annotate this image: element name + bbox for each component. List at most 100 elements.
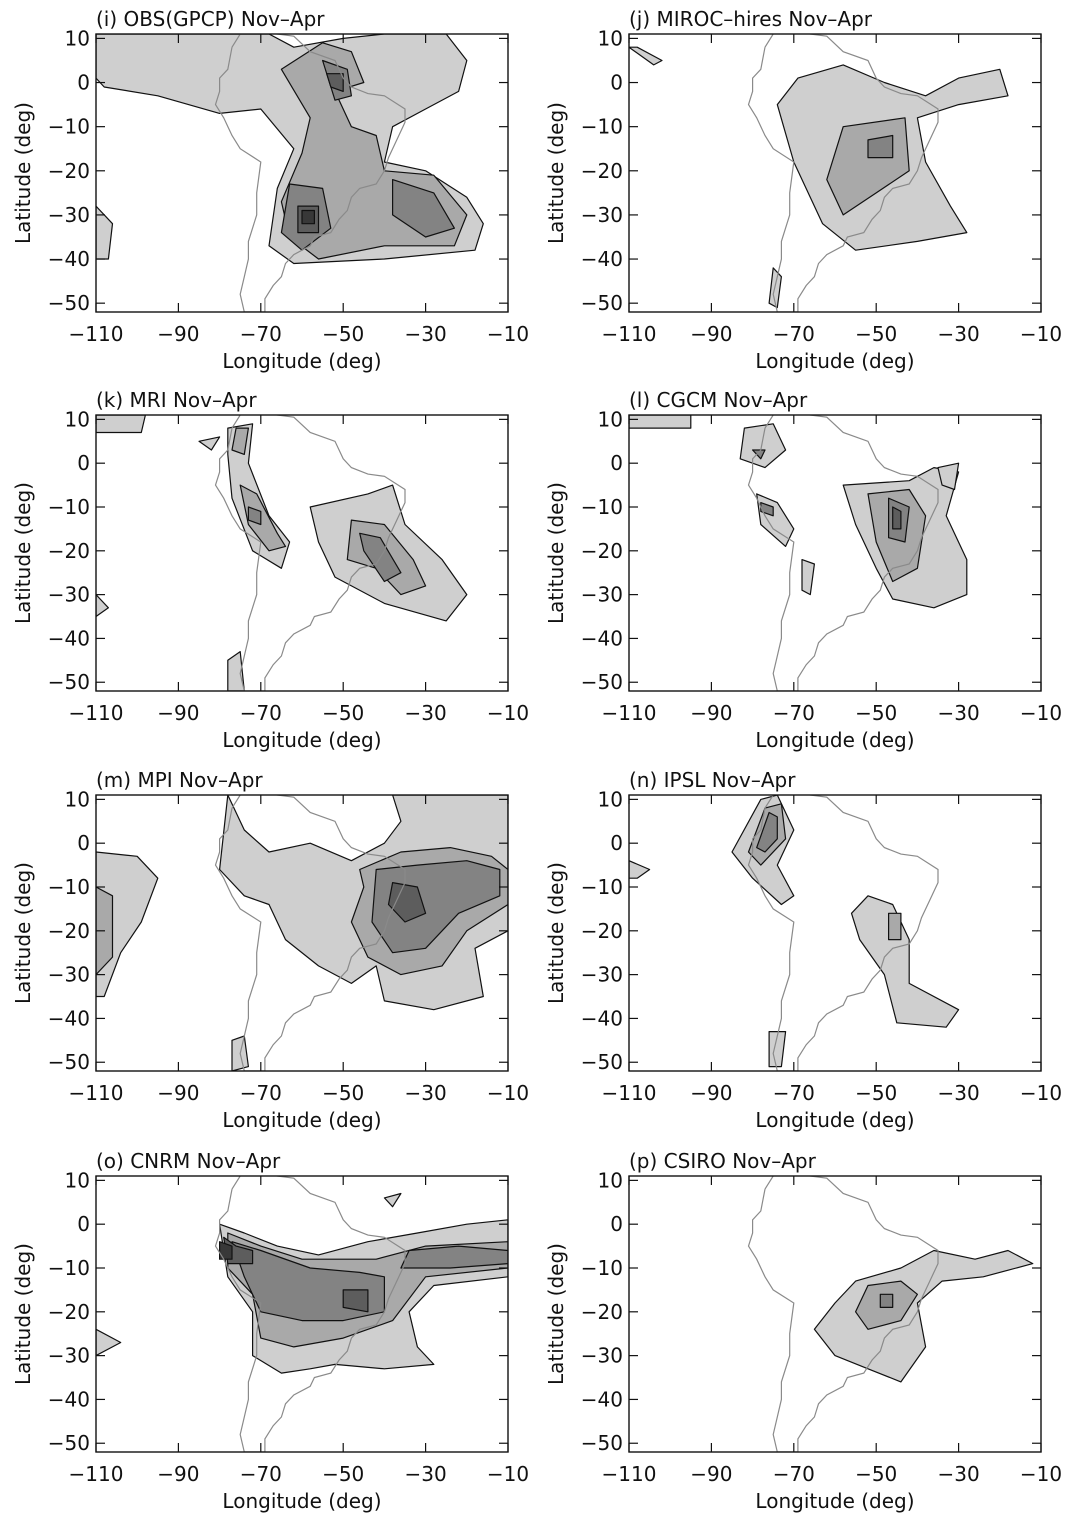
contour-region-level-4 bbox=[892, 506, 902, 530]
y-tick-label: 10 bbox=[65, 407, 90, 431]
y-tick-label: −30 bbox=[581, 963, 623, 987]
x-tick-label: −90 bbox=[690, 1462, 732, 1486]
contour-region-level-4 bbox=[326, 73, 344, 93]
panel-title: (n) IPSL Nov–Apr bbox=[629, 768, 796, 792]
contour-region-level-1 bbox=[768, 1030, 787, 1068]
y-tick-label: −40 bbox=[48, 247, 90, 271]
coastline bbox=[214, 1176, 406, 1452]
y-tick-label: −30 bbox=[48, 1344, 90, 1368]
plot-area bbox=[96, 1176, 508, 1452]
y-tick-label: 0 bbox=[77, 451, 90, 475]
x-tick-label: −70 bbox=[240, 1462, 282, 1486]
y-tick-label: −20 bbox=[48, 159, 90, 183]
panel-title: (o) CNRM Nov–Apr bbox=[96, 1149, 281, 1173]
y-tick-label: −50 bbox=[48, 1050, 90, 1074]
x-tick-label: −70 bbox=[773, 322, 815, 346]
x-tick-label: −90 bbox=[690, 322, 732, 346]
y-axis-label: Latitude (deg) bbox=[11, 1243, 35, 1385]
x-axis-label: Longitude (deg) bbox=[222, 728, 381, 752]
y-axis-label: Latitude (deg) bbox=[11, 482, 35, 624]
contour-region-level-1 bbox=[629, 415, 692, 429]
y-tick-label: −20 bbox=[581, 539, 623, 563]
contour-region-level-1 bbox=[227, 650, 245, 691]
panel-i: −110 −90 −70 −50 −30 −10 10 0 −10 −20 −30 −40 −50 (i)… bbox=[11, 7, 529, 373]
x-tick-label: −110 bbox=[69, 1081, 124, 1105]
contour-region-level-1 bbox=[96, 851, 159, 998]
y-tick-label: −50 bbox=[581, 670, 623, 694]
x-tick-label: −70 bbox=[240, 322, 282, 346]
panel-l: −110 −90 −70 −50 −30 −10 10 0 −10 −20 −30 −40 −50 (l)… bbox=[544, 388, 1062, 752]
x-axis-label: Longitude (deg) bbox=[755, 728, 914, 752]
y-tick-label: −40 bbox=[48, 1387, 90, 1411]
plot-frame bbox=[95, 794, 509, 1072]
x-tick-label: −50 bbox=[855, 701, 897, 725]
contour-region-level-2 bbox=[231, 427, 249, 455]
plot-area bbox=[629, 34, 1009, 312]
y-tick-label: −40 bbox=[48, 626, 90, 650]
x-tick-label: −30 bbox=[404, 322, 446, 346]
y-tick-label: −40 bbox=[581, 1387, 623, 1411]
y-tick-label: −40 bbox=[581, 247, 623, 271]
y-tick-label: −20 bbox=[48, 539, 90, 563]
x-tick-label: −110 bbox=[602, 322, 657, 346]
contour-region-level-2 bbox=[239, 484, 287, 552]
x-tick-label: −50 bbox=[322, 701, 364, 725]
panel-title: (p) CSIRO Nov–Apr bbox=[629, 1149, 817, 1173]
contour-region-level-1 bbox=[198, 436, 221, 451]
contour-region-level-1 bbox=[96, 415, 146, 434]
panel-title: (i) OBS(GPCP) Nov–Apr bbox=[96, 7, 325, 31]
x-tick-label: −30 bbox=[937, 701, 979, 725]
coastline bbox=[214, 34, 406, 312]
x-tick-label: −90 bbox=[690, 701, 732, 725]
y-tick-label: −10 bbox=[581, 875, 623, 899]
contour-region-level-5 bbox=[301, 209, 315, 225]
x-tick-label: −10 bbox=[1020, 701, 1062, 725]
x-tick-label: −10 bbox=[487, 322, 529, 346]
plot-area bbox=[96, 34, 484, 312]
x-tick-label: −10 bbox=[1020, 1462, 1062, 1486]
contour-region-level-1 bbox=[801, 558, 816, 596]
contour-region-level-1 bbox=[96, 205, 114, 260]
contour-region-level-4 bbox=[387, 881, 427, 923]
x-tick-label: −30 bbox=[937, 1462, 979, 1486]
contour-region-level-3 bbox=[879, 1293, 894, 1309]
coastline bbox=[214, 795, 406, 1071]
x-axis-label: Longitude (deg) bbox=[222, 1108, 381, 1132]
x-tick-label: −70 bbox=[773, 1462, 815, 1486]
x-tick-label: −110 bbox=[69, 1462, 124, 1486]
y-tick-label: 0 bbox=[77, 1212, 90, 1236]
contour-region-level-3 bbox=[867, 134, 894, 159]
x-tick-label: −90 bbox=[157, 1462, 199, 1486]
y-tick-label: −20 bbox=[581, 1300, 623, 1324]
x-tick-label: −30 bbox=[937, 322, 979, 346]
y-tick-label: −20 bbox=[48, 919, 90, 943]
y-tick-label: −50 bbox=[581, 1050, 623, 1074]
plot-area bbox=[747, 1176, 1034, 1452]
y-tick-label: −30 bbox=[48, 203, 90, 227]
contour-region-level-1 bbox=[383, 1192, 402, 1208]
plot-frame bbox=[628, 1175, 1042, 1453]
contour-region-level-1 bbox=[629, 46, 663, 66]
panel-title: (k) MRI Nov–Apr bbox=[96, 388, 257, 412]
y-tick-label: −50 bbox=[581, 1431, 623, 1455]
y-tick-label: −50 bbox=[48, 670, 90, 694]
panels: −110 −90 −70 −50 −30 −10 10 0 −10 −20 −30 −40 −50 (i)… bbox=[11, 7, 1062, 1513]
y-tick-label: −50 bbox=[581, 291, 623, 315]
x-tick-label: −10 bbox=[1020, 322, 1062, 346]
x-tick-label: −10 bbox=[1020, 1081, 1062, 1105]
contour-region-level-3 bbox=[392, 179, 455, 238]
x-tick-label: −10 bbox=[487, 701, 529, 725]
panel-title: (m) MPI Nov–Apr bbox=[96, 768, 263, 792]
x-tick-label: −50 bbox=[855, 1462, 897, 1486]
x-axis-label: Longitude (deg) bbox=[755, 1108, 914, 1132]
y-tick-label: −30 bbox=[581, 1344, 623, 1368]
x-tick-label: −110 bbox=[602, 701, 657, 725]
plot-area bbox=[96, 415, 468, 691]
y-tick-label: −50 bbox=[48, 291, 90, 315]
y-tick-label: 10 bbox=[65, 1168, 90, 1192]
plot-area bbox=[96, 795, 508, 1071]
x-tick-label: −70 bbox=[773, 701, 815, 725]
y-tick-label: 10 bbox=[65, 787, 90, 811]
panel-k: −110 −90 −70 −50 −30 −10 10 0 −10 −20 −30 −40 −50 (k)… bbox=[11, 388, 529, 752]
x-tick-label: −10 bbox=[487, 1081, 529, 1105]
